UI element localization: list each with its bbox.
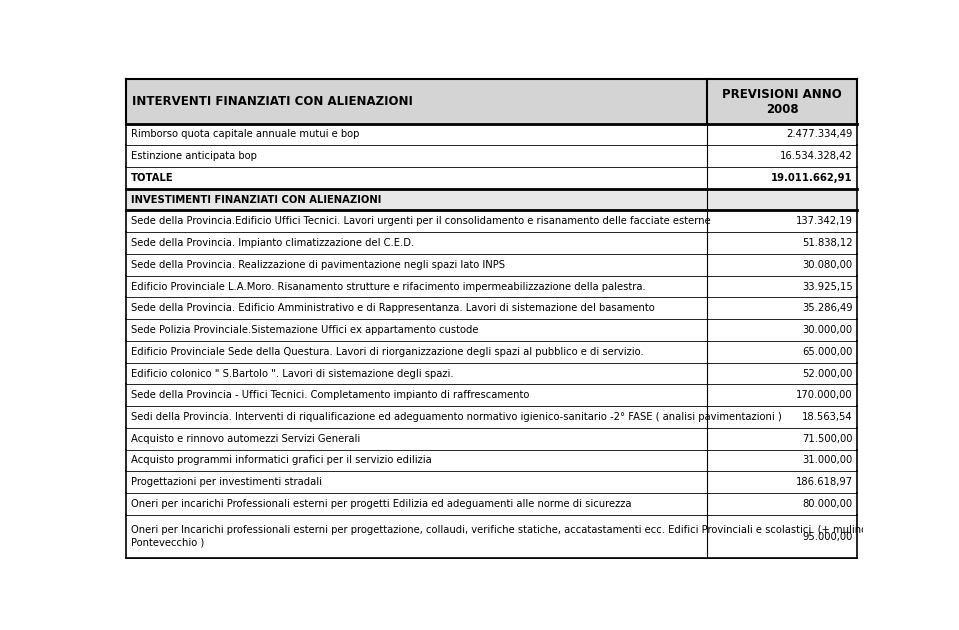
Text: 30.080,00: 30.080,00: [803, 260, 853, 270]
Text: Sede Polizia Provinciale.Sistemazione Uffici ex appartamento custode: Sede Polizia Provinciale.Sistemazione Uf…: [131, 325, 479, 335]
Text: Edificio colonico " S.Bartolo ". Lavori di sistemazione degli spazi.: Edificio colonico " S.Bartolo ". Lavori …: [131, 369, 454, 379]
Text: Edificio Provinciale Sede della Questura. Lavori di riorganizzazione degli spazi: Edificio Provinciale Sede della Questura…: [131, 346, 643, 357]
Text: INVESTIMENTI FINANZIATI CON ALIENAZIONI: INVESTIMENTI FINANZIATI CON ALIENAZIONI: [131, 195, 382, 205]
Text: Acquisto programmi informatici grafici per il servizio edilizia: Acquisto programmi informatici grafici p…: [131, 455, 432, 466]
Text: Sede della Provincia. Impianto climatizzazione del C.E.D.: Sede della Provincia. Impianto climatizz…: [131, 238, 414, 248]
Text: Edificio Provinciale L.A.Moro. Risanamento strutture e rifacimento impermeabiliz: Edificio Provinciale L.A.Moro. Risanamen…: [131, 282, 645, 292]
Text: Progettazioni per investimenti stradali: Progettazioni per investimenti stradali: [131, 477, 322, 487]
Text: 18.563,54: 18.563,54: [802, 412, 853, 422]
Text: Sedi della Provincia. Interventi di riqualificazione ed adeguamento normativo ig: Sedi della Provincia. Interventi di riqu…: [131, 412, 782, 422]
Bar: [126, 123, 857, 146]
Bar: [126, 297, 857, 319]
Text: TOTALE: TOTALE: [131, 173, 174, 183]
Bar: [126, 341, 857, 363]
Text: 170.000,00: 170.000,00: [796, 390, 853, 400]
Bar: [126, 515, 857, 558]
Bar: [126, 276, 857, 297]
Bar: [126, 406, 857, 428]
Text: Sede della Provincia.Edificio Uffici Tecnici. Lavori urgenti per il consolidamen: Sede della Provincia.Edificio Uffici Tec…: [131, 216, 711, 226]
Text: 35.286,49: 35.286,49: [802, 303, 853, 313]
Text: 137.342,19: 137.342,19: [796, 216, 853, 226]
Text: 52.000,00: 52.000,00: [803, 369, 853, 379]
Text: 30.000,00: 30.000,00: [803, 325, 853, 335]
Bar: [126, 428, 857, 450]
Text: Acquisto e rinnovo automezzi Servizi Generali: Acquisto e rinnovo automezzi Servizi Gen…: [131, 433, 361, 444]
Bar: [126, 319, 857, 341]
Bar: [126, 471, 857, 493]
Text: 186.618,97: 186.618,97: [796, 477, 853, 487]
Text: 31.000,00: 31.000,00: [803, 455, 853, 466]
Bar: [126, 363, 857, 384]
Bar: [126, 384, 857, 406]
Text: Oneri per Incarichi professionali esterni per progettazione, collaudi, verifiche: Oneri per Incarichi professionali estern…: [131, 525, 867, 547]
Text: 80.000,00: 80.000,00: [803, 499, 853, 509]
Text: Sede della Provincia. Realizzazione di pavimentazione negli spazi lato INPS: Sede della Provincia. Realizzazione di p…: [131, 260, 505, 270]
Bar: [126, 450, 857, 471]
Bar: [126, 232, 857, 254]
Text: INTERVENTI FINANZIATI CON ALIENAZIONI: INTERVENTI FINANZIATI CON ALIENAZIONI: [131, 95, 412, 108]
Text: 16.534.328,42: 16.534.328,42: [780, 151, 853, 161]
Text: Oneri per incarichi Professionali esterni per progetti Edilizia ed adeguamenti a: Oneri per incarichi Professionali estern…: [131, 499, 632, 509]
Bar: [126, 146, 857, 167]
Text: 95.000,00: 95.000,00: [803, 532, 853, 542]
Text: PREVISIONI ANNO
2008: PREVISIONI ANNO 2008: [722, 88, 842, 115]
Text: 51.838,12: 51.838,12: [802, 238, 853, 248]
Bar: [126, 189, 857, 210]
Bar: [126, 254, 857, 276]
Text: Estinzione anticipata bop: Estinzione anticipata bop: [131, 151, 257, 161]
Text: 33.925,15: 33.925,15: [802, 282, 853, 292]
Text: Sede della Provincia - Uffici Tecnici. Completamento impianto di raffrescamento: Sede della Provincia - Uffici Tecnici. C…: [131, 390, 529, 400]
Bar: [126, 167, 857, 189]
Bar: [126, 79, 857, 123]
Text: 19.011.662,91: 19.011.662,91: [771, 173, 853, 183]
Bar: [126, 210, 857, 232]
Bar: [126, 493, 857, 515]
Text: Sede della Provincia. Edificio Amministrativo e di Rappresentanza. Lavori di sis: Sede della Provincia. Edificio Amministr…: [131, 303, 655, 313]
Text: Rimborso quota capitale annuale mutui e bop: Rimborso quota capitale annuale mutui e …: [131, 129, 360, 139]
Text: 71.500,00: 71.500,00: [802, 433, 853, 444]
Text: 65.000,00: 65.000,00: [803, 346, 853, 357]
Text: 2.477.334,49: 2.477.334,49: [786, 129, 853, 139]
